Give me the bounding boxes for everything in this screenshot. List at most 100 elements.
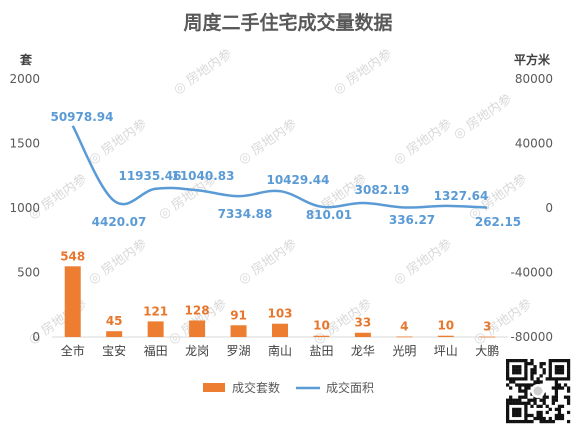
qr-module: [509, 419, 513, 424]
left-axis: 0 500 1000 1500 2000: [9, 72, 40, 344]
qr-module: [515, 383, 519, 387]
qr-module: [557, 371, 562, 375]
qr-module: [566, 359, 571, 363]
qr-module: [557, 359, 562, 363]
qr-module: [557, 386, 562, 390]
right-tick-label: 80000: [515, 72, 553, 86]
qr-module: [560, 386, 565, 390]
qr-module: [515, 407, 519, 412]
qr-module: [524, 416, 528, 421]
category-labels: 全市 宝安 福田 龙岗 罗湖 南山 盐田 龙华 光明 坪山 大鹏: [61, 343, 500, 358]
qr-module: [557, 413, 562, 418]
watermark-text: ◎ 房地内参: [450, 91, 514, 143]
qr-module: [560, 377, 565, 381]
line-data-label: 3082.19: [355, 183, 410, 197]
qr-module: [557, 383, 562, 387]
qr-module: [554, 359, 559, 363]
qr-module: [515, 401, 519, 405]
qr-module: [524, 359, 528, 363]
qr-module: [542, 395, 546, 399]
qr-module: [554, 389, 559, 393]
qr-module: [551, 419, 555, 424]
qr-module: [539, 380, 543, 384]
qr-module: [512, 398, 516, 402]
qr-module: [530, 374, 534, 378]
qr-module: [518, 398, 522, 402]
legend: 成交套数 成交面积: [203, 380, 374, 395]
qr-module: [542, 371, 546, 375]
qr-module: [554, 371, 559, 375]
qr-module: [518, 386, 522, 390]
qr-module: [527, 401, 531, 405]
qr-module: [539, 413, 543, 418]
qr-module: [515, 377, 519, 381]
qr-module: [524, 395, 528, 399]
qr-module: [518, 365, 522, 369]
right-axis-unit: 平方米: [514, 52, 551, 67]
qr-module: [551, 386, 555, 390]
qr-module: [539, 410, 543, 415]
qr-module: [533, 365, 537, 369]
watermark-text: ◎ 房地内参: [390, 236, 454, 288]
watermark-text: ◎ 房地内参: [85, 236, 149, 288]
qr-module: [536, 404, 540, 408]
qr-module: [545, 404, 549, 408]
qr-module: [524, 371, 528, 375]
qr-module: [515, 398, 519, 402]
qr-module: [563, 383, 568, 387]
category-label: 光明: [392, 344, 416, 358]
qr-module: [566, 419, 571, 424]
qr-module: [506, 359, 510, 363]
qr-module: [551, 377, 555, 381]
bar-data-label: 548: [60, 249, 85, 263]
right-tick-label: 0: [545, 201, 553, 215]
qr-module: [536, 416, 540, 421]
qr-module: [515, 365, 519, 369]
left-tick-label: 0: [32, 330, 40, 344]
qr-module: [518, 407, 522, 412]
qr-module: [527, 398, 531, 402]
qr-module: [539, 374, 543, 378]
qr-module: [524, 365, 528, 369]
watermark-text: ◎ 房地内参: [235, 116, 299, 168]
bar-data-label: 121: [143, 304, 168, 318]
qr-module: [524, 389, 528, 393]
qr-module: [506, 416, 510, 421]
bar: [479, 336, 496, 338]
qr-module: [560, 359, 565, 363]
qr-module: [542, 401, 546, 405]
qr-module: [506, 377, 510, 381]
line-data-label: 262.15: [475, 215, 521, 229]
qr-module: [518, 377, 522, 381]
qr-module: [509, 401, 513, 405]
qr-module: [539, 419, 543, 424]
qr-module: [566, 365, 571, 369]
qr-module: [518, 395, 522, 399]
qr-module: [530, 371, 534, 375]
qr-module: [518, 389, 522, 393]
qr-module: [533, 380, 537, 384]
qr-module: [518, 419, 522, 424]
qr-module: [566, 371, 571, 375]
qr-module: [557, 410, 562, 415]
line-data-label: 4420.07: [92, 215, 147, 229]
qr-module: [506, 407, 510, 412]
qr-module: [530, 419, 534, 424]
bar: [230, 325, 247, 337]
qr-module: [554, 395, 559, 399]
qr-module: [554, 368, 559, 372]
qr-module: [557, 404, 562, 408]
qr-module: [518, 368, 522, 372]
qr-module: [560, 413, 565, 418]
qr-module: [515, 413, 519, 418]
qr-module: [560, 371, 565, 375]
qr-module: [506, 383, 510, 387]
line-data-label: 336.27: [389, 213, 435, 227]
watermark-text: ◎ 房地内参: [170, 46, 234, 98]
qr-module: [515, 359, 519, 363]
qr-module: [509, 398, 513, 402]
qr-module: [548, 365, 552, 369]
qr-module: [557, 416, 562, 421]
qr-module: [557, 365, 562, 369]
